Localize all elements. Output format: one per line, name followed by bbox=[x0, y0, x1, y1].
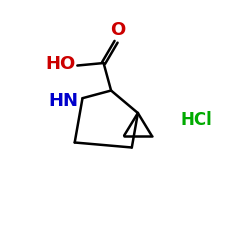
Text: HO: HO bbox=[46, 55, 76, 73]
Text: O: O bbox=[110, 21, 125, 39]
Text: HCl: HCl bbox=[180, 111, 212, 129]
Text: HN: HN bbox=[49, 92, 79, 110]
